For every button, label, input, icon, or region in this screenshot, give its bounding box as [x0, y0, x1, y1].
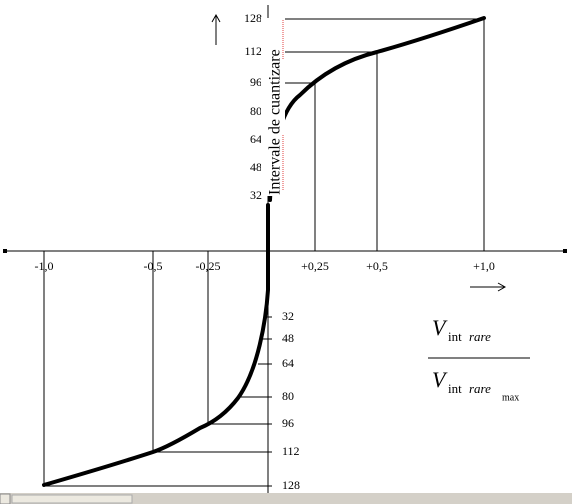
x-label: -0,5	[144, 259, 163, 273]
y-label-lower: 112	[282, 444, 300, 458]
x-label: +0,25	[301, 259, 329, 273]
x-label: -1,0	[35, 259, 54, 273]
scrollbar	[0, 493, 572, 504]
y-label-lower: 48	[282, 331, 294, 345]
y-label-lower: 32	[282, 309, 294, 323]
label-bg	[261, 18, 285, 196]
axis-end	[563, 249, 567, 253]
y-label-lower: 80	[282, 389, 294, 403]
formula-subsub: max	[502, 392, 519, 403]
y-label-upper: 32	[250, 188, 262, 202]
y-label-upper: 128	[244, 11, 262, 25]
formula-sub: int	[448, 329, 462, 344]
up-arrow	[211, 13, 221, 45]
formula-sub: rare	[469, 381, 491, 396]
y-label-upper: 80	[250, 104, 262, 118]
formula-v: V	[432, 367, 448, 392]
y-label-upper: 64	[250, 132, 262, 146]
axis-end	[3, 249, 7, 253]
y-label-lower: 64	[282, 356, 294, 370]
y-label-upper: 48	[250, 160, 262, 174]
x-label: -0,25	[196, 259, 221, 273]
curve-lower	[42, 203, 270, 487]
x-label: +0,5	[366, 259, 388, 273]
formula-sub: int	[448, 381, 462, 396]
y-label-upper: 96	[250, 75, 262, 89]
x-label: +1,0	[473, 259, 495, 273]
y-label-lower: 128	[282, 478, 300, 492]
axis-label: Intervale de cuantizare	[267, 49, 284, 195]
formula-v: V	[432, 315, 448, 340]
y-label-upper: 112	[244, 44, 262, 58]
right-arrow	[470, 282, 507, 292]
scroll-thumb[interactable]	[11, 494, 133, 504]
y-label-lower: 96	[282, 416, 294, 430]
scroll-button[interactable]	[0, 493, 11, 504]
formula-sub: rare	[469, 329, 491, 344]
